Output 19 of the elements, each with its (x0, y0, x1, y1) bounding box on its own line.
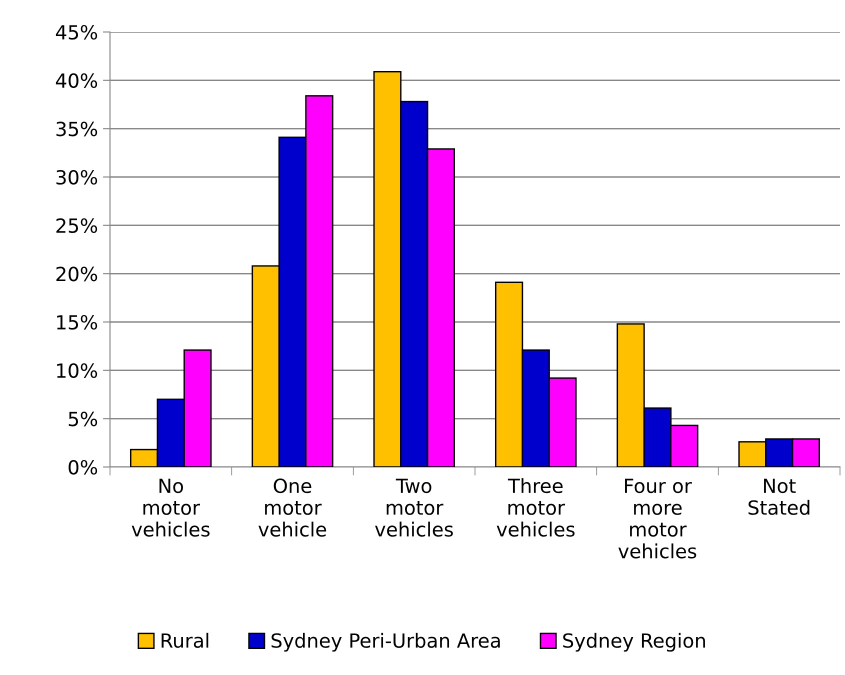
y-tick-label: 35% (56, 122, 98, 136)
y-tick-label: 25% (56, 218, 98, 233)
legend-label: Rural (162, 632, 208, 648)
y-tick-label: 45% (56, 24, 98, 40)
x-tick-label: Three motor vehicles (496, 478, 575, 537)
y-tick-label: 5% (68, 412, 98, 426)
y-tick-label: 30% (56, 170, 98, 185)
y-tick-label: 40% (56, 73, 98, 88)
x-tick-label: Two motor vehicles (375, 478, 453, 537)
y-tick-label: 20% (56, 266, 98, 282)
x-tick-label: Not Stated (748, 478, 810, 515)
y-tick-label: 15% (57, 314, 98, 330)
legend-label: Sydney Region (563, 632, 705, 652)
x-tick-label: One motor vehicle (258, 478, 326, 537)
legend-label: Sydney Peri-Urban Area (272, 632, 500, 652)
y-tick-label: 0% (68, 460, 98, 475)
y-tick-label: 10% (57, 363, 98, 378)
x-tick-label: No motor vehicles (132, 478, 210, 537)
x-tick-label: Four or more motor vehicles (618, 478, 696, 558)
